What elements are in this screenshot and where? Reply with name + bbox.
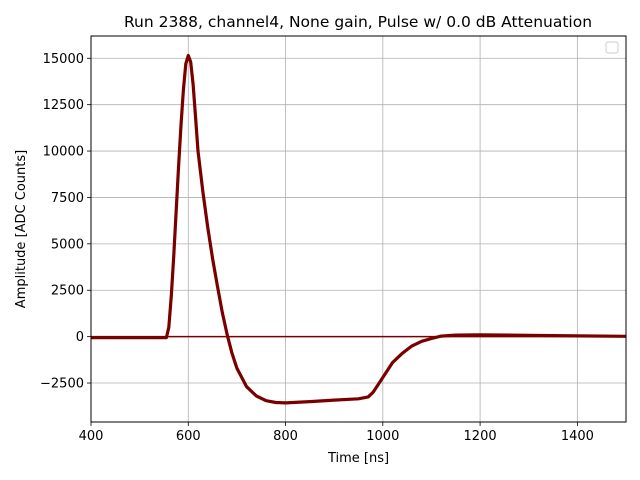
x-axis-label: Time [ns] — [327, 451, 389, 466]
x-axis: 400 600 800 1000 1200 1400 — [79, 422, 594, 444]
series-group — [91, 53, 626, 405]
chart-title: Run 2388, channel4, None gain, Pulse w/ … — [124, 13, 592, 31]
y-tick-label: −2500 — [40, 377, 84, 392]
series-line — [91, 53, 626, 405]
x-tick-label: 800 — [273, 429, 298, 444]
x-tick-label: 1400 — [561, 429, 594, 444]
legend — [605, 41, 619, 54]
y-tick-label: 0 — [76, 330, 84, 345]
y-tick-label: 2500 — [51, 284, 84, 299]
y-axis: −2500 0 2500 5000 7500 10000 12500 15000 — [40, 52, 91, 392]
x-tick-label: 400 — [79, 429, 104, 444]
y-tick-label: 7500 — [51, 191, 84, 206]
x-tick-label: 1000 — [366, 429, 399, 444]
x-tick-label: 600 — [176, 429, 201, 444]
x-tick-label: 1200 — [464, 429, 497, 444]
y-tick-label: 15000 — [43, 52, 84, 67]
axes-frame — [90, 35, 627, 423]
y-axis-label: Amplitude [ADC Counts] — [14, 150, 29, 308]
plot-area — [91, 53, 626, 405]
y-tick-label: 10000 — [43, 145, 84, 160]
y-tick-label: 5000 — [51, 237, 84, 252]
y-tick-label: 12500 — [43, 98, 84, 113]
